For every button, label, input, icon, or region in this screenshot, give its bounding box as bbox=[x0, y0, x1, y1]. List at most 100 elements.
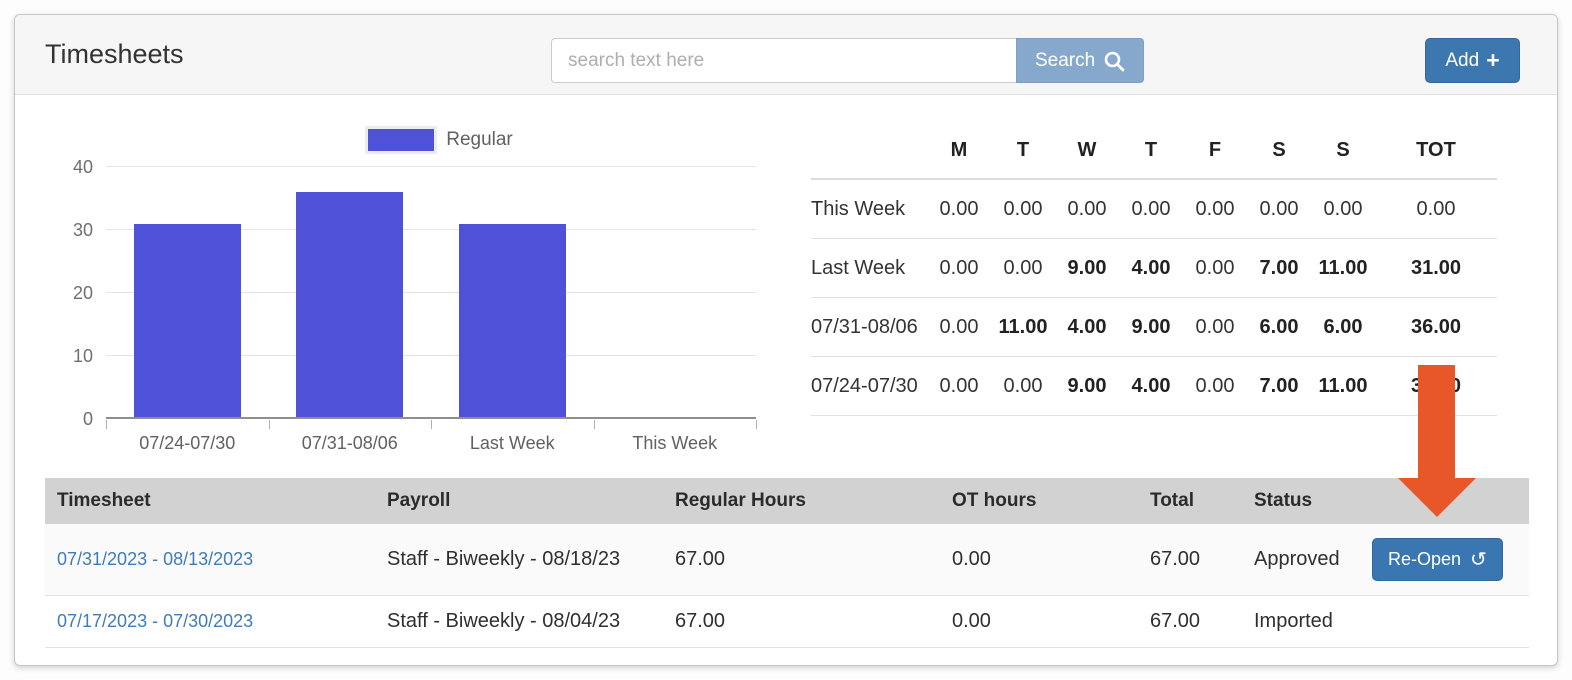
week-day-cell: 0.00 bbox=[927, 238, 991, 298]
reopen-button[interactable]: Re-Open ↺ bbox=[1372, 538, 1503, 581]
gridline bbox=[106, 229, 756, 230]
x-axis-category-label: Last Week bbox=[469, 433, 555, 453]
chart-bars-row bbox=[106, 167, 756, 419]
week-header-thu: T bbox=[1119, 133, 1183, 180]
week-row-label: 07/24-07/30 bbox=[811, 356, 927, 416]
week-day-cell: 4.00 bbox=[1119, 238, 1183, 298]
y-axis-tick-label: 20 bbox=[72, 283, 93, 303]
hours-bar-chart: Regular 0 10 20 30 40 07/24-07/30 07/31-08/06… bbox=[45, 126, 775, 483]
x-axis-tick bbox=[268, 420, 270, 429]
timesheet-link[interactable]: 07/31/2023 - 08/13/2023 bbox=[57, 549, 254, 569]
search-group: Search bbox=[551, 38, 1145, 83]
col-status: Status bbox=[1242, 478, 1360, 524]
x-axis-tick bbox=[431, 420, 432, 429]
y-axis-tick-label: 10 bbox=[72, 346, 93, 366]
week-total-cell: 31.00 bbox=[1375, 356, 1497, 416]
chart-x-labels: 07/24-07/30 07/31-08/06 Last Week This Week bbox=[106, 419, 756, 454]
ot-hours-cell: 0.00 bbox=[940, 524, 1138, 596]
week-day-cell: 4.00 bbox=[1055, 297, 1119, 357]
gridline bbox=[106, 355, 756, 356]
week-header-fri: F bbox=[1183, 133, 1247, 180]
add-button-label: Add bbox=[1445, 49, 1480, 71]
chart-slot bbox=[106, 167, 269, 419]
week-header-wed: W bbox=[1055, 133, 1119, 180]
status-cell: Imported bbox=[1242, 595, 1360, 648]
search-button[interactable]: Search bbox=[1016, 38, 1145, 83]
chart-slot bbox=[594, 167, 757, 419]
week-day-cell: 0.00 bbox=[991, 238, 1055, 298]
week-day-cell: 0.00 bbox=[991, 179, 1055, 239]
week-day-cell: 11.00 bbox=[1311, 356, 1375, 416]
x-axis-category-label: 07/24-07/30 bbox=[139, 433, 236, 453]
week-total-cell: 0.00 bbox=[1375, 179, 1497, 239]
week-day-cell: 0.00 bbox=[1183, 238, 1247, 298]
status-cell: Approved bbox=[1242, 524, 1360, 596]
chart-legend: Regular bbox=[45, 126, 775, 154]
col-timesheet: Timesheet bbox=[45, 478, 375, 524]
week-row: 07/24-07/30 0.00 0.00 9.00 4.00 0.00 7.00 11.00… bbox=[811, 356, 1497, 416]
timesheet-table: Timesheet Payroll Regular Hours OT hours… bbox=[45, 478, 1529, 648]
week-day-cell: 0.00 bbox=[1247, 179, 1311, 239]
y-axis-tick-label: 40 bbox=[72, 157, 93, 177]
col-total: Total bbox=[1138, 478, 1242, 524]
col-actions bbox=[1360, 478, 1529, 524]
week-row: This Week 0.00 0.00 0.00 0.00 0.00 0.00 0.00 0.0… bbox=[811, 179, 1497, 239]
payroll-cell: Staff - Biweekly - 08/18/23 bbox=[375, 524, 663, 596]
week-day-cell: 0.00 bbox=[991, 356, 1055, 416]
search-input[interactable] bbox=[551, 38, 1016, 83]
week-day-cell: 0.00 bbox=[1183, 297, 1247, 357]
chart-bar bbox=[133, 223, 241, 419]
week-row: 07/31-08/06 0.00 11.00 4.00 9.00 0.00 6.00 6.00… bbox=[811, 297, 1497, 357]
x-axis-tick bbox=[593, 420, 595, 429]
week-day-cell: 0.00 bbox=[927, 297, 991, 357]
week-summary-table: M T W T F S S TOT This Week 0.00 0.00 0.00 0… bbox=[811, 133, 1497, 416]
ot-hours-cell: 0.00 bbox=[940, 595, 1138, 648]
chart-y-axis: 0 10 20 30 40 bbox=[45, 157, 93, 429]
chart-plot bbox=[106, 166, 757, 429]
chart-bar bbox=[458, 223, 566, 419]
total-cell: 67.00 bbox=[1138, 595, 1242, 648]
col-payroll: Payroll bbox=[375, 478, 663, 524]
week-day-cell: 0.00 bbox=[1311, 179, 1375, 239]
col-ot-hours: OT hours bbox=[940, 478, 1138, 524]
week-day-cell: 0.00 bbox=[1183, 179, 1247, 239]
week-day-cell: 4.00 bbox=[1119, 356, 1183, 416]
week-header-row: M T W T F S S TOT bbox=[811, 133, 1497, 180]
timesheet-row: 07/17/2023 - 07/30/2023 Staff - Biweekly… bbox=[45, 595, 1529, 648]
page-title: Timesheets bbox=[45, 39, 184, 69]
card-header: Timesheets Search Add + bbox=[15, 15, 1557, 95]
x-axis-category-label: 07/31-08/06 bbox=[301, 433, 398, 453]
chart-bar bbox=[296, 192, 404, 419]
legend-label: Regular bbox=[446, 129, 513, 150]
timesheet-list: Timesheet Payroll Regular Hours OT hours… bbox=[45, 478, 1529, 648]
payroll-cell: Staff - Biweekly - 08/04/23 bbox=[375, 595, 663, 648]
y-axis-tick-label: 30 bbox=[72, 220, 93, 240]
week-day-cell: 7.00 bbox=[1247, 238, 1311, 298]
week-row-label: 07/31-08/06 bbox=[811, 297, 927, 357]
week-day-cell: 11.00 bbox=[991, 297, 1055, 357]
week-row-label: This Week bbox=[811, 179, 927, 239]
week-day-cell: 9.00 bbox=[1055, 238, 1119, 298]
reopen-icon: ↺ bbox=[1470, 548, 1487, 571]
regular-hours-cell: 67.00 bbox=[663, 524, 940, 596]
gridline bbox=[106, 292, 756, 293]
week-day-cell: 6.00 bbox=[1247, 297, 1311, 357]
timesheet-link[interactable]: 07/17/2023 - 07/30/2023 bbox=[57, 611, 254, 631]
week-total-cell: 36.00 bbox=[1375, 297, 1497, 357]
total-cell: 67.00 bbox=[1138, 524, 1242, 596]
week-day-cell: 9.00 bbox=[1055, 356, 1119, 416]
col-regular-hours: Regular Hours bbox=[663, 478, 940, 524]
reopen-button-label: Re-Open bbox=[1388, 549, 1462, 569]
week-day-cell: 11.00 bbox=[1311, 238, 1375, 298]
week-day-cell: 0.00 bbox=[927, 179, 991, 239]
gridline bbox=[106, 417, 756, 419]
chart-slot bbox=[269, 167, 432, 419]
timesheets-card: Timesheets Search Add + bbox=[14, 14, 1558, 666]
week-day-cell: 6.00 bbox=[1311, 297, 1375, 357]
week-header-sat: S bbox=[1247, 133, 1311, 180]
timesheet-row: 07/31/2023 - 08/13/2023 Staff - Biweekly… bbox=[45, 524, 1529, 596]
x-axis-category-label: This Week bbox=[632, 433, 718, 453]
add-button[interactable]: Add + bbox=[1425, 38, 1520, 83]
search-icon bbox=[1103, 50, 1125, 72]
x-axis-tick bbox=[756, 420, 757, 429]
